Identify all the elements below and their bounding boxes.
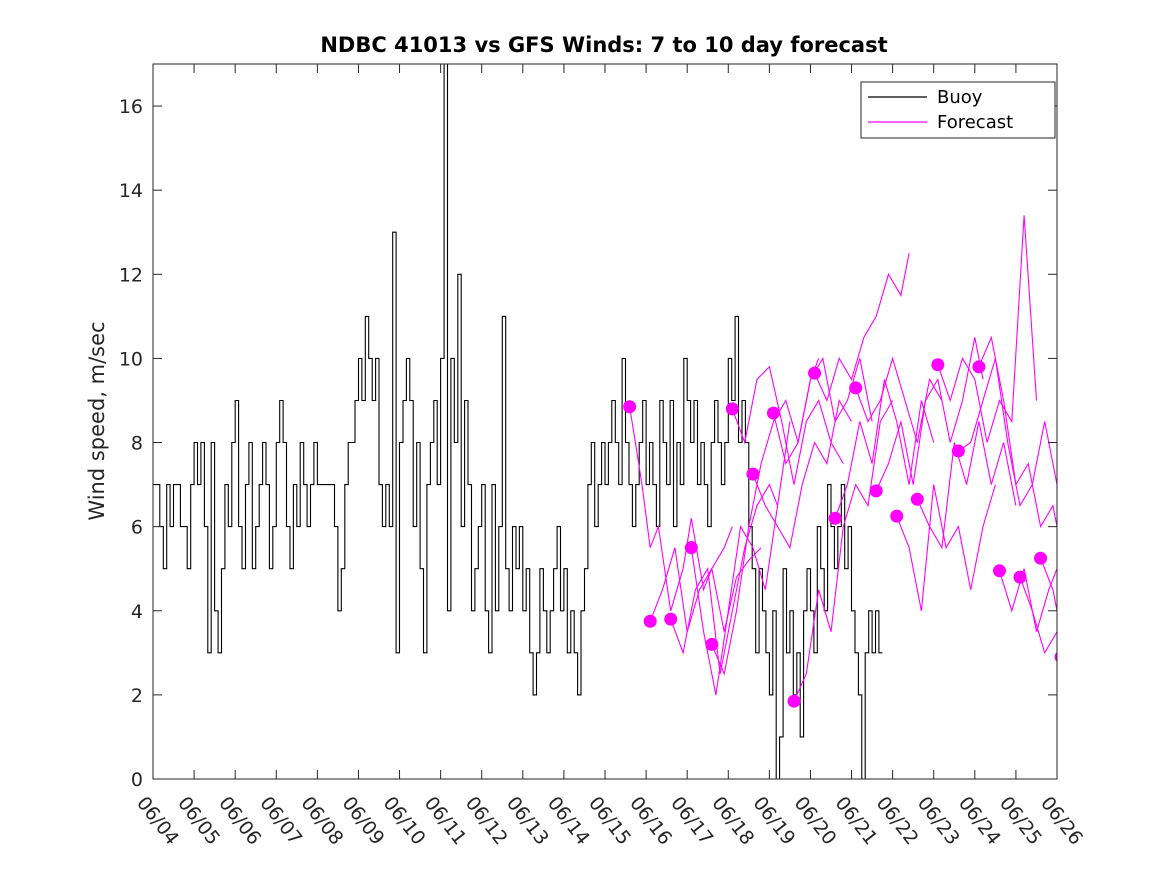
forecast-line-9 bbox=[814, 253, 910, 403]
forecast-marker-0 bbox=[623, 400, 637, 414]
forecast-marker-25 bbox=[1137, 604, 1150, 617]
forecast-marker-18 bbox=[992, 564, 1006, 578]
x-tick-label: 06/24 bbox=[954, 793, 1005, 850]
x-tick-label: 06/23 bbox=[913, 793, 964, 850]
y-tick-label: 4 bbox=[131, 601, 143, 623]
y-tick-label: 8 bbox=[131, 433, 143, 455]
forecast-marker-9 bbox=[808, 366, 822, 380]
forecast-line-5 bbox=[731, 365, 844, 485]
forecast-line-14 bbox=[916, 421, 1017, 550]
forecast-marker-10 bbox=[828, 511, 842, 525]
y-tick-label: 6 bbox=[131, 517, 143, 539]
y-tick-label: 0 bbox=[131, 769, 143, 791]
forecast-marker-22 bbox=[1075, 621, 1088, 634]
legend: Buoy Forecast bbox=[860, 81, 1056, 139]
forecast-line-11 bbox=[855, 356, 943, 443]
legend-box bbox=[860, 81, 1056, 139]
x-tick-label: 06/12 bbox=[461, 793, 512, 850]
forecast-line-16 bbox=[958, 358, 1057, 508]
buoy-series-line bbox=[153, 64, 883, 779]
axes: 024681012141606/0406/0506/0606/0706/0806… bbox=[119, 63, 1087, 850]
x-tick-label: 06/05 bbox=[173, 793, 224, 850]
forecast-marker-23 bbox=[1096, 514, 1109, 527]
legend-buoy-label: Buoy bbox=[937, 87, 983, 108]
x-tick-label: 06/25 bbox=[995, 793, 1046, 850]
x-tick-label: 06/11 bbox=[420, 793, 471, 850]
x-tick-label: 06/16 bbox=[625, 793, 676, 850]
x-tick-label: 06/26 bbox=[1036, 793, 1087, 850]
y-axis-label: Wind speed, m/sec bbox=[85, 321, 109, 520]
x-tick-label: 06/17 bbox=[666, 793, 717, 850]
forecast-line-8 bbox=[793, 400, 894, 702]
forecast-line-7 bbox=[772, 356, 873, 466]
y-tick-label: 14 bbox=[119, 180, 143, 202]
x-tick-label: 06/09 bbox=[338, 793, 389, 850]
forecast-line-13 bbox=[896, 484, 996, 611]
forecast-marker-3 bbox=[684, 541, 698, 555]
x-tick-label: 06/04 bbox=[132, 793, 183, 850]
forecast-marker-17 bbox=[972, 360, 986, 374]
x-tick-label: 06/20 bbox=[790, 793, 841, 850]
forecast-marker-12 bbox=[869, 484, 883, 498]
forecast-marker-26 bbox=[1157, 598, 1167, 611]
legend-forecast-label: Forecast bbox=[937, 112, 1013, 133]
x-tick-label: 06/08 bbox=[296, 793, 347, 850]
x-tick-label: 06/15 bbox=[584, 793, 635, 850]
plot-area bbox=[153, 64, 1167, 779]
forecast-marker-21 bbox=[1054, 651, 1057, 663]
forecast-marker-5 bbox=[725, 402, 739, 416]
y-tick-label: 16 bbox=[119, 96, 143, 118]
y-tick-label: 12 bbox=[119, 264, 143, 286]
forecast-line-10 bbox=[834, 379, 935, 519]
forecast-marker-6 bbox=[746, 467, 760, 481]
y-tick-label: 2 bbox=[131, 685, 143, 707]
forecast-marker-4 bbox=[705, 637, 719, 651]
y-tick-label: 10 bbox=[119, 348, 143, 370]
forecast-line-2 bbox=[670, 483, 779, 675]
x-tick-label: 06/18 bbox=[707, 793, 758, 850]
forecast-line-17 bbox=[978, 335, 1057, 529]
forecast-marker-2 bbox=[664, 612, 678, 626]
forecast-marker-13 bbox=[890, 509, 904, 523]
forecast-marker-14 bbox=[910, 492, 924, 506]
chart-title: NDBC 41013 vs GFS Winds: 7 to 10 day for… bbox=[320, 33, 887, 57]
forecast-line-19 bbox=[1019, 576, 1057, 655]
x-tick-label: 06/14 bbox=[543, 793, 594, 850]
forecast-marker-1 bbox=[643, 614, 657, 628]
x-tick-label: 06/07 bbox=[255, 793, 306, 850]
forecast-marker-16 bbox=[951, 444, 965, 458]
x-tick-label: 06/19 bbox=[748, 793, 799, 850]
forecast-marker-8 bbox=[787, 694, 801, 708]
x-tick-label: 06/22 bbox=[872, 793, 923, 850]
x-tick-label: 06/10 bbox=[379, 793, 430, 850]
forecast-marker-11 bbox=[849, 381, 863, 395]
forecast-marker-24 bbox=[1116, 520, 1129, 533]
forecast-line-15 bbox=[937, 215, 1038, 443]
x-tick-label: 06/21 bbox=[831, 793, 882, 850]
forecast-line-3 bbox=[690, 421, 791, 696]
forecast-line-20 bbox=[1040, 557, 1057, 611]
forecast-marker-7 bbox=[766, 406, 780, 420]
forecast-marker-20 bbox=[1034, 551, 1048, 565]
forecast-line-0 bbox=[629, 406, 733, 611]
x-tick-label: 06/13 bbox=[502, 793, 553, 850]
x-tick-label: 06/06 bbox=[214, 793, 265, 850]
forecast-line-18 bbox=[998, 568, 1057, 632]
forecast-marker-15 bbox=[931, 358, 945, 372]
forecast-marker-19 bbox=[1013, 570, 1027, 584]
